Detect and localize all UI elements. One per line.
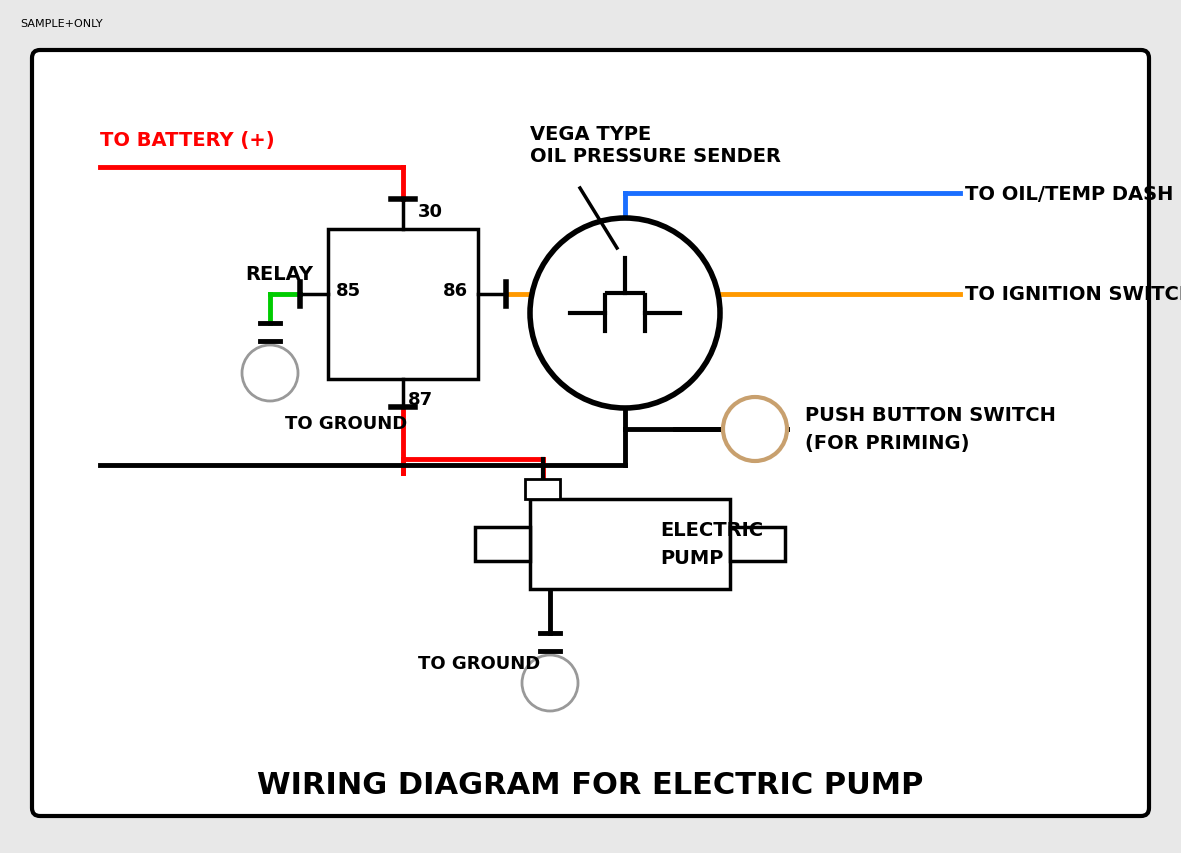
Text: TO BATTERY (+): TO BATTERY (+) (100, 131, 275, 150)
FancyBboxPatch shape (32, 51, 1149, 816)
Text: SAMPLE+ONLY: SAMPLE+ONLY (20, 19, 103, 29)
Text: PUMP: PUMP (660, 548, 724, 568)
Text: WIRING DIAGRAM FOR ELECTRIC PUMP: WIRING DIAGRAM FOR ELECTRIC PUMP (256, 770, 924, 799)
Text: PUSH BUTTON SWITCH: PUSH BUTTON SWITCH (805, 406, 1056, 425)
Circle shape (530, 218, 720, 409)
Text: RELAY: RELAY (244, 265, 313, 284)
Text: ELECTRIC: ELECTRIC (660, 521, 763, 540)
Text: 85: 85 (337, 281, 361, 299)
Circle shape (522, 655, 578, 711)
Bar (328, 229, 478, 380)
Circle shape (242, 345, 298, 402)
Text: VEGA TYPE: VEGA TYPE (530, 125, 651, 143)
Text: TO OIL/TEMP DASH LIGHT: TO OIL/TEMP DASH LIGHT (965, 184, 1181, 203)
Text: 86: 86 (443, 281, 468, 299)
Text: (FOR PRIMING): (FOR PRIMING) (805, 434, 970, 453)
Bar (730, 527, 785, 561)
Text: 30: 30 (418, 203, 443, 221)
Bar (526, 479, 560, 499)
Bar (475, 527, 530, 561)
Text: 87: 87 (407, 391, 433, 409)
Bar (530, 499, 730, 589)
Text: OIL PRESSURE SENDER: OIL PRESSURE SENDER (530, 147, 781, 165)
Circle shape (723, 397, 787, 461)
Text: TO IGNITION SWITCH: TO IGNITION SWITCH (965, 285, 1181, 305)
Text: TO GROUND: TO GROUND (418, 654, 540, 672)
Text: TO GROUND: TO GROUND (285, 415, 407, 432)
